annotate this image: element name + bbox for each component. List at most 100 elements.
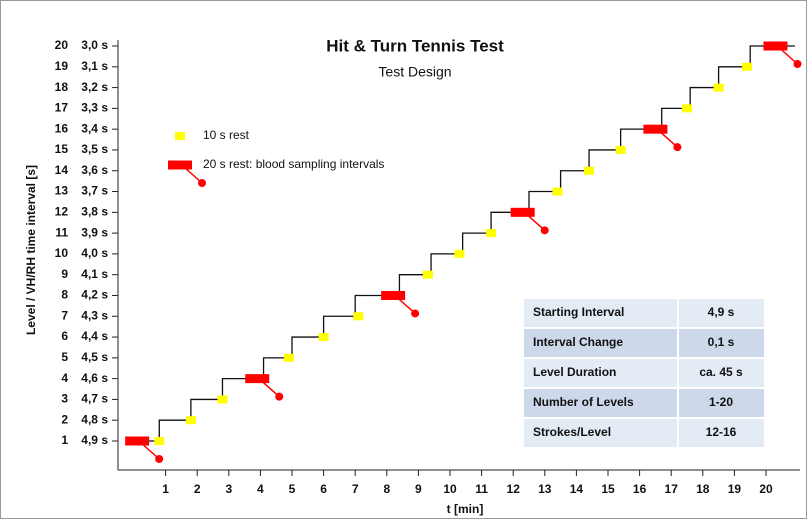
y-interval-label: 3,9 s — [81, 225, 108, 239]
y-interval-label: 4,2 s — [81, 288, 108, 302]
y-tick-label: 8 — [61, 288, 68, 302]
y-interval-label: 3,6 s — [81, 163, 108, 177]
legend-swatch — [168, 160, 192, 170]
y-interval-label: 3,4 s — [81, 121, 108, 135]
y-interval-label: 4,1 s — [81, 267, 108, 281]
x-tick-label: 9 — [415, 482, 422, 496]
short-rest-marker — [217, 395, 228, 404]
table-label: Starting Interval — [533, 305, 624, 319]
short-rest-marker — [422, 270, 433, 279]
rest-tail — [778, 47, 798, 65]
y-tick-label: 18 — [55, 80, 69, 94]
y-interval-label: 4,8 s — [81, 412, 108, 426]
rest-tail — [183, 166, 203, 184]
x-tick-label: 13 — [538, 482, 552, 496]
x-tick-label: 4 — [257, 482, 264, 496]
x-tick-label: 10 — [443, 482, 457, 496]
y-interval-label: 3,5 s — [81, 142, 108, 156]
x-tick-label: 8 — [383, 482, 390, 496]
short-rest-marker — [682, 104, 692, 113]
long-rest-marker — [510, 207, 535, 217]
y-tick-label: 6 — [61, 329, 68, 343]
y-interval-label: 3,3 s — [81, 101, 108, 115]
table-value: ca. 45 s — [699, 365, 743, 379]
y-tick-label: 15 — [55, 142, 69, 156]
rest-tail — [396, 296, 416, 315]
table-cell — [522, 327, 679, 359]
y-tick-label: 9 — [61, 267, 68, 281]
x-tick-label: 19 — [728, 482, 742, 496]
short-rest-marker — [584, 166, 595, 175]
x-tick-label: 17 — [665, 482, 679, 496]
table-label: Level Duration — [533, 365, 616, 379]
y-tick-label: 17 — [55, 101, 69, 115]
table-label: Number of Levels — [533, 395, 634, 409]
y-tick-label: 10 — [55, 246, 69, 260]
short-rest-marker — [615, 145, 626, 154]
y-tick-label: 5 — [61, 350, 68, 364]
short-rest-marker — [454, 249, 465, 258]
x-tick-label: 11 — [475, 482, 488, 496]
x-tick-label: 16 — [633, 482, 647, 496]
x-tick-label: 15 — [601, 482, 615, 496]
legend-label: 10 s rest — [203, 128, 250, 142]
y-tick-label: 7 — [61, 308, 68, 322]
table-value: 1-20 — [709, 395, 733, 409]
legend-swatch — [175, 132, 185, 140]
y-tick-label: 3 — [61, 392, 68, 406]
y-tick-label: 1 — [61, 433, 68, 447]
short-rest-marker — [742, 62, 753, 71]
y-interval-label: 4,5 s — [81, 350, 108, 364]
y-interval-label: 4,4 s — [81, 329, 108, 343]
x-tick-label: 20 — [759, 482, 773, 496]
y-tick-label: 11 — [55, 225, 68, 239]
x-tick-label: 7 — [352, 482, 359, 496]
x-tick-label: 18 — [696, 482, 710, 496]
table-cell — [677, 417, 766, 449]
x-tick-label: 14 — [570, 482, 584, 496]
table-cell — [522, 417, 679, 449]
table-value: 0,1 s — [708, 335, 735, 349]
table-cell — [677, 387, 766, 419]
table-cell — [677, 327, 766, 359]
table-value: 12-16 — [706, 425, 737, 439]
y-interval-label: 3,2 s — [81, 80, 108, 94]
long-rest-marker — [763, 41, 788, 51]
chart-subtitle: Test Design — [378, 64, 451, 80]
rest-dot — [275, 392, 284, 401]
x-tick-label: 2 — [194, 482, 201, 496]
short-rest-marker — [283, 353, 294, 362]
y-interval-label: 4,9 s — [81, 433, 108, 447]
long-rest-marker — [643, 124, 668, 134]
y-axis-label: Level / VH/RH time interval [s] — [24, 165, 38, 335]
y-tick-label: 2 — [61, 412, 68, 426]
x-tick-label: 5 — [289, 482, 296, 496]
y-tick-label: 20 — [55, 38, 69, 52]
y-interval-label: 4,7 s — [81, 392, 108, 406]
rest-tail — [260, 380, 280, 398]
y-tick-label: 14 — [55, 163, 69, 177]
rest-tail — [658, 130, 678, 148]
chart-title: Hit & Turn Tennis Test — [326, 36, 504, 55]
x-tick-label: 1 — [162, 482, 169, 496]
y-interval-label: 3,1 s — [81, 59, 108, 73]
y-tick-label: 4 — [61, 371, 68, 385]
rest-dot — [673, 143, 682, 152]
table-cell — [677, 357, 766, 389]
table-cell — [522, 357, 679, 389]
long-rest-marker — [381, 290, 406, 300]
short-rest-marker — [154, 437, 165, 445]
x-tick-label: 3 — [225, 482, 232, 496]
x-tick-label: 6 — [320, 482, 327, 496]
short-rest-marker — [318, 333, 329, 342]
x-axis-label: t [min] — [447, 502, 484, 516]
table-cell — [677, 297, 766, 329]
rest-dot — [198, 179, 206, 187]
y-interval-label: 4,0 s — [81, 246, 108, 260]
short-rest-marker — [713, 83, 724, 92]
table-label: Strokes/Level — [533, 425, 611, 439]
table-cell — [522, 387, 679, 419]
long-rest-marker — [125, 436, 150, 446]
